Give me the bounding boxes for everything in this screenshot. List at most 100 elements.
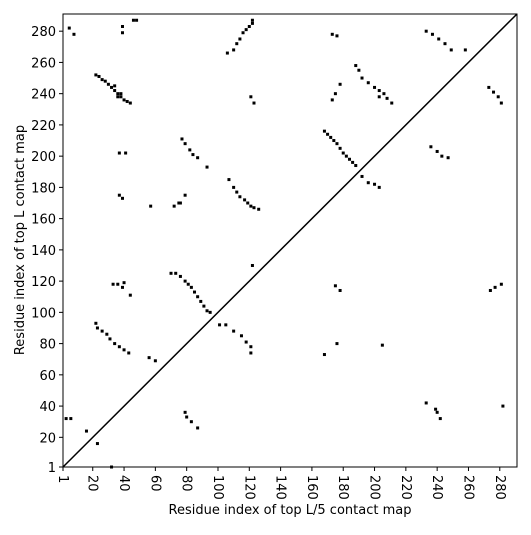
y-axis-label: Residue index of top L contact map xyxy=(13,125,28,355)
contact-point xyxy=(218,323,222,327)
contact-point xyxy=(449,48,453,52)
contact-point xyxy=(380,343,384,347)
y-tick-label: 80 xyxy=(39,338,56,353)
x-tick-label: 200 xyxy=(367,475,382,500)
contact-point xyxy=(116,95,120,99)
contact-point xyxy=(111,282,115,286)
contact-point xyxy=(94,73,98,77)
contact-point xyxy=(189,285,193,289)
contact-point xyxy=(205,309,209,313)
y-tick-label: 140 xyxy=(31,244,56,259)
contact-point xyxy=(94,321,98,325)
contact-point xyxy=(225,51,229,55)
contact-point xyxy=(357,68,361,72)
contact-point xyxy=(377,185,381,189)
contact-point xyxy=(106,82,110,86)
contact-point xyxy=(244,340,248,344)
contact-point xyxy=(366,81,370,85)
contact-point xyxy=(463,48,467,52)
contact-point xyxy=(183,142,187,146)
contact-point xyxy=(335,34,339,38)
contact-point xyxy=(131,18,135,22)
contact-point xyxy=(238,37,242,41)
contact-point xyxy=(113,89,117,93)
y-tick-label: 180 xyxy=(31,181,56,196)
contact-point xyxy=(333,92,337,96)
contact-point xyxy=(186,282,190,286)
contact-point xyxy=(67,26,71,30)
x-tick-label: 220 xyxy=(398,475,413,500)
contact-point xyxy=(119,92,123,96)
x-axis-label: Residue index of top L/5 contact map xyxy=(169,503,412,518)
contact-point xyxy=(434,407,438,411)
x-tick-label: 80 xyxy=(179,475,194,492)
contact-point xyxy=(108,337,112,341)
contact-point xyxy=(377,95,381,99)
contact-point xyxy=(338,146,342,150)
contact-point xyxy=(326,132,330,136)
y-tick-label: 280 xyxy=(31,25,56,40)
contact-point xyxy=(199,299,203,303)
contact-point xyxy=(117,345,121,349)
x-tick-label: 60 xyxy=(147,475,162,492)
contact-point xyxy=(501,404,505,408)
contact-point xyxy=(120,285,124,289)
contact-point xyxy=(437,37,441,41)
contact-point xyxy=(438,417,442,421)
contact-point xyxy=(338,288,342,292)
contact-point xyxy=(238,195,242,199)
contact-point xyxy=(443,42,447,46)
y-tick-label: 220 xyxy=(31,119,56,134)
contact-point xyxy=(232,185,236,189)
contact-point xyxy=(153,359,157,363)
contact-point xyxy=(347,157,351,161)
contact-point xyxy=(127,351,131,355)
contact-point xyxy=(100,78,104,82)
contact-point xyxy=(322,129,326,133)
contact-point xyxy=(235,42,239,46)
x-tick-label: 120 xyxy=(241,475,256,500)
contact-point xyxy=(208,310,212,314)
contact-point xyxy=(360,174,364,178)
contact-point xyxy=(241,31,245,35)
contact-point xyxy=(366,181,370,185)
contact-point xyxy=(360,76,364,80)
y-tick-label: 40 xyxy=(39,400,56,415)
contact-point xyxy=(178,274,182,278)
contact-point xyxy=(244,28,248,32)
contact-point xyxy=(196,156,200,160)
y-tick-label: 240 xyxy=(31,88,56,103)
contact-point xyxy=(116,282,120,286)
contact-point xyxy=(185,415,189,419)
contact-point xyxy=(435,149,439,153)
contact-point xyxy=(252,101,256,105)
contact-point xyxy=(499,101,503,105)
contact-point xyxy=(249,95,253,99)
contact-point xyxy=(177,201,181,205)
contact-point xyxy=(117,193,121,197)
contact-point xyxy=(385,96,389,100)
contact-point xyxy=(95,442,99,446)
x-tick-label: 160 xyxy=(304,475,319,500)
contact-point xyxy=(116,92,120,96)
contact-point xyxy=(122,348,126,352)
y-tick-label: 20 xyxy=(39,431,56,446)
contact-point xyxy=(493,285,497,289)
contact-point xyxy=(183,279,187,283)
contact-point xyxy=(492,90,496,94)
contact-point xyxy=(250,263,254,267)
contact-point xyxy=(193,290,197,294)
contact-point xyxy=(124,151,128,155)
contact-point xyxy=(172,204,176,208)
contact-point xyxy=(135,18,139,22)
x-tick-label: 40 xyxy=(116,475,131,492)
contact-point xyxy=(330,98,334,102)
contact-point xyxy=(128,101,132,105)
y-tick-label: 1 xyxy=(48,461,56,476)
contact-point xyxy=(196,426,200,430)
contact-point xyxy=(183,410,187,414)
contact-point xyxy=(335,142,339,146)
contact-point xyxy=(227,178,231,182)
contact-point xyxy=(496,95,500,99)
